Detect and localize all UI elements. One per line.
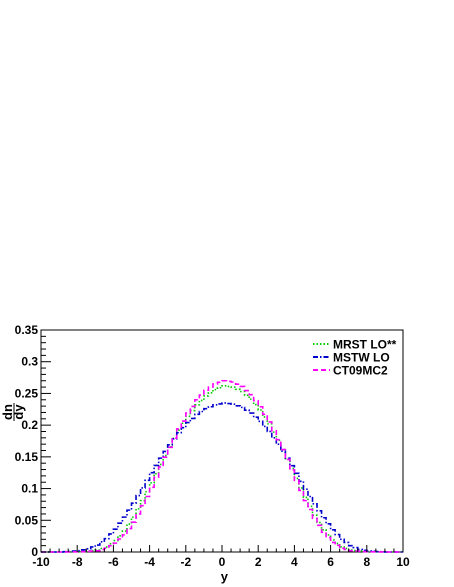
series-line-1 — [41, 385, 403, 553]
legend-label: CT09MC2 — [333, 364, 388, 378]
x-tick-label: 0 — [219, 555, 226, 569]
legend-label: MRST LO** — [333, 338, 397, 352]
y-tick-label: 0.15 — [15, 450, 39, 464]
y-tick-label: 0 — [31, 545, 38, 559]
series-curves — [41, 379, 403, 553]
x-tick-label: 6 — [327, 555, 334, 569]
y-axis-title-denominator: dy — [11, 404, 26, 420]
x-tick-label: 10 — [396, 555, 410, 569]
x-tick-label: 2 — [255, 555, 262, 569]
y-tick-label: 0.05 — [15, 513, 39, 527]
y-tick-label: 0.2 — [21, 418, 38, 432]
x-axis: -10 -8 -6 -4 -2 0 2 4 6 8 10 — [32, 545, 410, 569]
x-tick-label: -10 — [32, 555, 50, 569]
x-tick-label: -4 — [144, 555, 155, 569]
y-tick-label: 0.25 — [15, 386, 39, 400]
x-tick-label: -6 — [108, 555, 119, 569]
y-axis: 0 0.05 0.1 0.15 0.2 0.25 0.3 0.35 — [15, 323, 51, 559]
legend-label: MSTW LO — [333, 351, 390, 365]
x-tick-label: 8 — [363, 555, 370, 569]
x-tick-label: 4 — [291, 555, 298, 569]
y-tick-label: 0.35 — [15, 323, 39, 337]
series-line-3 — [41, 379, 403, 553]
y-tick-label: 0.1 — [21, 482, 38, 496]
y-axis-title: dn dy — [0, 403, 26, 421]
series-line-2 — [41, 402, 403, 553]
y-axis-title-numerator: dn — [0, 404, 15, 420]
y-tick-label: 0.3 — [21, 355, 38, 369]
x-tick-label: -2 — [180, 555, 191, 569]
x-tick-label: -8 — [72, 555, 83, 569]
x-axis-title: y — [221, 569, 229, 584]
